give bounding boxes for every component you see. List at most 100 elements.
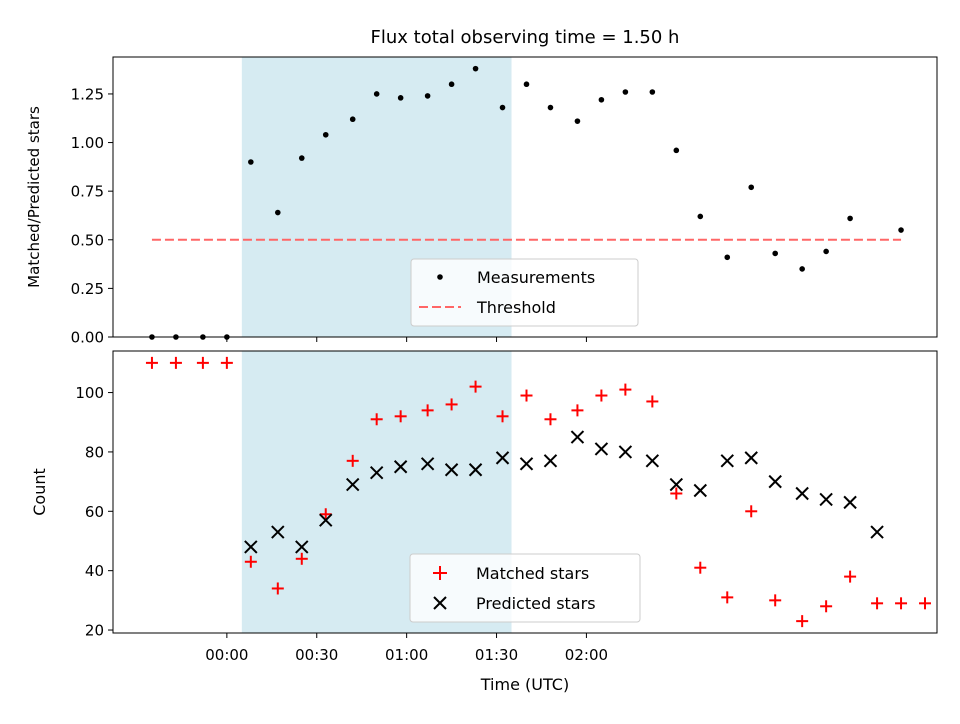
matched-star-point [496,410,509,423]
predicted-star-point [543,454,558,468]
predicted-star-point [744,451,758,465]
measurement-point [472,65,479,72]
measurement-point [598,96,605,103]
predicted-star-point [393,460,408,474]
measurement-point [424,93,431,99]
predicted-star-point [319,513,333,527]
y-tick-label: 1.00 [71,134,104,152]
y-tick-label: 0.75 [71,183,104,201]
measurement-point [622,89,629,95]
predicted-star-point [594,442,609,456]
matched-star-point [244,555,257,568]
matched-star-point [370,413,383,426]
top-y-axis-label: Matched/Predicted stars [25,106,43,288]
measurement-point [322,131,329,138]
matched-star-point [796,615,809,628]
matched-star-point [319,508,332,521]
measurement-point [823,248,829,255]
matched-star-point [619,383,632,396]
measurement-point [847,215,853,222]
matched-stars-series [145,356,932,628]
y-tick-label: 20 [85,622,104,640]
measurement-point [574,118,581,124]
legend-threshold-label: Threshold [476,298,556,317]
bottom-y-ticks: 20 40 60 80 100 [75,384,113,640]
measurement-point [673,147,680,154]
bottom-legend-box [409,553,641,623]
predicted-star-point [819,492,833,507]
predicted-star-point [468,463,483,477]
predicted-star-point [870,525,884,539]
legend-predicted-label: Predicted stars [476,594,596,613]
predicted-star-point [444,463,459,477]
matched-star-point [919,597,932,610]
matched-star-point [820,600,833,613]
matched-star-point [694,561,707,574]
bottom-axes-frame [112,350,938,634]
y-tick-label: 0.00 [71,329,104,347]
matched-star-point [871,597,884,610]
matched-star-point [721,591,734,604]
x-tick-label: 01:30 [475,646,518,664]
bottom-legend: Matched stars Predicted stars [409,553,641,623]
top-legend: Measurements Threshold [410,258,639,327]
measurement-point [649,89,656,95]
measurement-point [448,81,455,88]
matched-star-point [595,389,608,402]
predicted-star-point [618,445,633,459]
matched-star-point [571,404,584,417]
bottom-panel: 20 40 60 80 100 00:00 00:30 01:00 01:30 02:00 Ti… [30,350,938,694]
matched-star-point [670,487,683,500]
matched-star-point [169,356,182,369]
matched-star-point [520,389,533,402]
predicted-star-point [693,483,707,498]
predicted-star-point [768,474,782,489]
matched-star-point [544,413,557,426]
measurement-point [748,184,755,191]
x-tick-label: 00:30 [295,646,338,664]
matched-star-point [769,594,782,607]
x-axis-label: Time (UTC) [480,675,569,694]
matched-star-point [346,454,359,467]
legend-matched-marker [433,566,447,580]
matched-star-point [145,356,158,369]
matched-star-point [844,570,857,583]
measurement-point [373,91,380,97]
y-tick-label: 60 [85,503,104,521]
measurement-point [697,213,704,220]
matched-star-point [271,582,284,595]
legend-matched-label: Matched stars [476,564,589,583]
matched-star-point [745,505,758,518]
predicted-star-point [420,457,435,471]
matched-star-point [895,597,908,610]
matched-star-point [196,356,209,369]
measurement-point [772,250,778,257]
measurement-point [898,227,904,233]
x-tick-label: 02:00 [565,646,608,664]
predicted-stars-series [244,430,884,554]
measurement-point [523,81,530,88]
top-axes-frame [112,56,938,338]
bottom-y-axis-label: Count [30,468,49,516]
matched-star-point [295,552,308,565]
top-legend-box [410,258,639,327]
measurement-point [799,266,805,272]
y-tick-label: 0.50 [71,231,104,249]
predicted-star-point [843,495,857,510]
top-panel: 0.00 0.25 0.50 0.75 1.00 1.25 Flux total obse… [25,27,938,347]
predicted-star-point [645,454,660,468]
predicted-star-point [720,454,734,468]
measurement-point [547,104,554,111]
x-tick-label: 00:00 [205,646,248,664]
legend-measurements-label: Measurements [477,268,595,287]
predicted-star-point [519,457,534,471]
measurement-point [275,209,281,216]
matched-star-point [469,380,482,393]
measurement-point [349,116,356,123]
predicted-star-point [295,540,309,554]
y-tick-label: 80 [85,443,104,461]
matched-star-point [220,356,233,369]
measurement-point [248,159,254,165]
measurement-point [499,104,506,111]
